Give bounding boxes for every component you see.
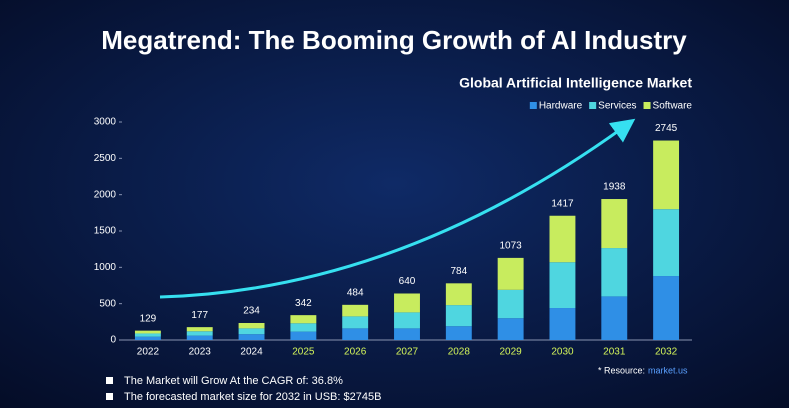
bar-segment	[601, 248, 628, 297]
bar-segment	[186, 327, 213, 332]
bar-segment	[342, 316, 369, 329]
bar-segment	[653, 209, 680, 277]
x-tick-label: 2032	[655, 347, 678, 358]
bar-segment	[549, 262, 576, 309]
bar-segment	[238, 328, 265, 335]
y-tick-label: 1500	[94, 226, 117, 237]
bar-segment	[134, 336, 161, 340]
bar-segment	[342, 304, 369, 317]
x-tick-label: 2024	[240, 347, 263, 358]
bar-segment	[342, 328, 369, 340]
total-label: 784	[450, 266, 467, 277]
x-tick-label: 2029	[500, 347, 523, 358]
total-label: 234	[243, 306, 260, 317]
y-tick-label: 3000	[94, 117, 117, 128]
bar-segment	[549, 215, 576, 263]
legend-swatch	[589, 102, 597, 109]
bar-segment	[394, 328, 420, 340]
bar-segment	[497, 257, 524, 290]
source: * Resource:	[598, 365, 645, 375]
x-tick-label: 2030	[551, 347, 574, 358]
y-tick-label: 2500	[94, 153, 117, 164]
bar-segment	[186, 331, 213, 336]
total-label: 484	[347, 287, 364, 298]
bar-segment	[445, 283, 472, 306]
bar-segment	[238, 322, 265, 329]
note: The Market will Grow At the CAGR of: 36.…	[124, 375, 343, 387]
y-tick-label: 500	[99, 298, 116, 309]
y-tick-label: 1000	[94, 262, 117, 273]
total-label: 1417	[551, 198, 574, 209]
bar-segment	[497, 318, 524, 340]
bar-segment	[601, 296, 628, 340]
x-tick-label: 2031	[603, 347, 626, 358]
source-link[interactable]: market.us	[648, 365, 688, 375]
chart-subtitle: Global Artificial Intelligence Market	[459, 75, 692, 91]
total-label: 342	[295, 298, 312, 309]
bar-segment	[186, 335, 213, 340]
bar-segment	[290, 331, 317, 340]
bar-segment	[134, 333, 161, 337]
legend-swatch	[643, 102, 651, 109]
bar-segment	[238, 334, 265, 340]
x-tick-label: 2022	[137, 347, 160, 358]
bar-segment	[653, 276, 680, 340]
bar-segment	[134, 330, 161, 334]
bar-segment	[290, 315, 317, 324]
total-label: 1073	[500, 241, 523, 252]
bar-segment	[445, 305, 472, 327]
bar-segment	[497, 289, 524, 319]
y-tick-label: 0	[110, 335, 116, 346]
bar-segment	[601, 199, 628, 249]
growth-arrow	[159, 118, 636, 299]
bullet	[106, 377, 113, 384]
y-tick-label: 2000	[94, 189, 117, 200]
x-tick-label: 2025	[292, 347, 315, 358]
x-tick-label: 2026	[344, 347, 367, 358]
x-tick-label: 2023	[189, 347, 212, 358]
legend-label: Software	[653, 101, 693, 112]
total-label: 2745	[655, 123, 678, 134]
total-label: 129	[140, 313, 157, 324]
bar-segment	[445, 326, 472, 340]
chart-title: Megatrend: The Booming Growth of AI Indu…	[101, 25, 687, 55]
note: The forecasted market size for 2032 in U…	[124, 391, 381, 403]
legend-swatch	[529, 102, 537, 109]
legend-label: Hardware	[539, 101, 583, 112]
bar-segment	[549, 308, 576, 340]
x-tick-label: 2028	[448, 347, 471, 358]
total-label: 640	[399, 276, 416, 287]
legend-label: Services	[598, 101, 636, 112]
x-tick-label: 2027	[396, 347, 419, 358]
bar-segment	[394, 312, 420, 329]
bar-segment	[653, 140, 680, 210]
bar-segment	[394, 293, 420, 313]
bar-segment	[290, 323, 317, 332]
bullet	[106, 393, 113, 400]
total-label: 177	[191, 310, 208, 321]
total-label: 1938	[603, 182, 626, 193]
